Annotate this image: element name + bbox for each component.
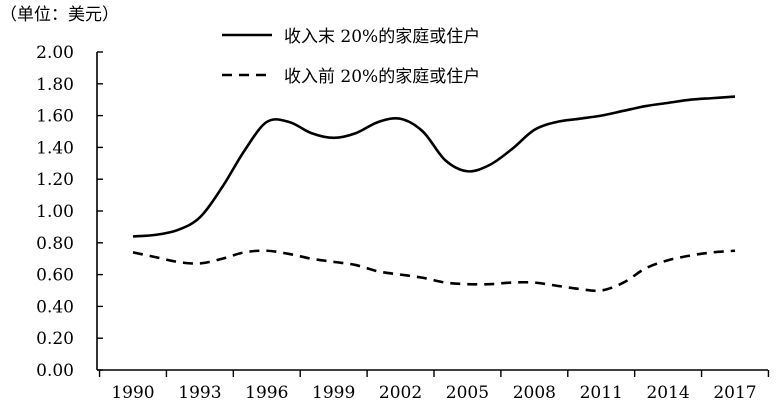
y-tick-label: 0.40: [36, 297, 74, 317]
legend-item-top-income: 收入前 20%的家庭或住户: [222, 67, 480, 87]
unit-label: （单位：美元）: [0, 5, 119, 25]
legend-label-bottom-income: 收入末 20%的家庭或住户: [284, 27, 480, 47]
axes: 0.00 0.20 0.40 0.60 0.80 1.00 1.20 1.40 1.60 1.80…: [36, 43, 770, 403]
series-line-top-income: [132, 249, 736, 293]
y-tick-label: 1.60: [36, 107, 74, 127]
y-tick-label: 1.00: [36, 202, 74, 222]
x-tick-label: 2002: [379, 383, 422, 403]
x-tick-label: 1990: [111, 383, 154, 403]
x-tick-label: 2017: [713, 383, 756, 403]
series-line-bottom-income: [132, 95, 736, 238]
x-tick-label: 1999: [312, 383, 355, 403]
x-tick-label: 1993: [178, 383, 221, 403]
y-tick-label: 0.60: [36, 266, 74, 286]
y-tick-label: 2.00: [36, 43, 74, 63]
y-tick-label: 1.20: [36, 170, 74, 190]
x-tick-label: 2005: [446, 383, 489, 403]
legend-label-top-income: 收入前 20%的家庭或住户: [284, 67, 480, 87]
y-tick-label: 0.20: [36, 329, 74, 349]
legend-item-bottom-income: 收入末 20%的家庭或住户: [222, 27, 480, 47]
legend: 收入末 20%的家庭或住户 收入前 20%的家庭或住户: [222, 27, 480, 87]
y-tick-label: 1.40: [36, 138, 74, 158]
x-tick-label: 1996: [245, 383, 288, 403]
x-tick-label: 2014: [646, 383, 689, 403]
y-tick-label: 1.80: [36, 75, 74, 95]
y-tick-label: 0.80: [36, 234, 74, 254]
y-tick-label: 0.00: [36, 361, 74, 381]
x-tick-label: 2008: [513, 383, 556, 403]
x-tick-label: 2011: [580, 383, 623, 403]
series-layer: [132, 95, 736, 293]
